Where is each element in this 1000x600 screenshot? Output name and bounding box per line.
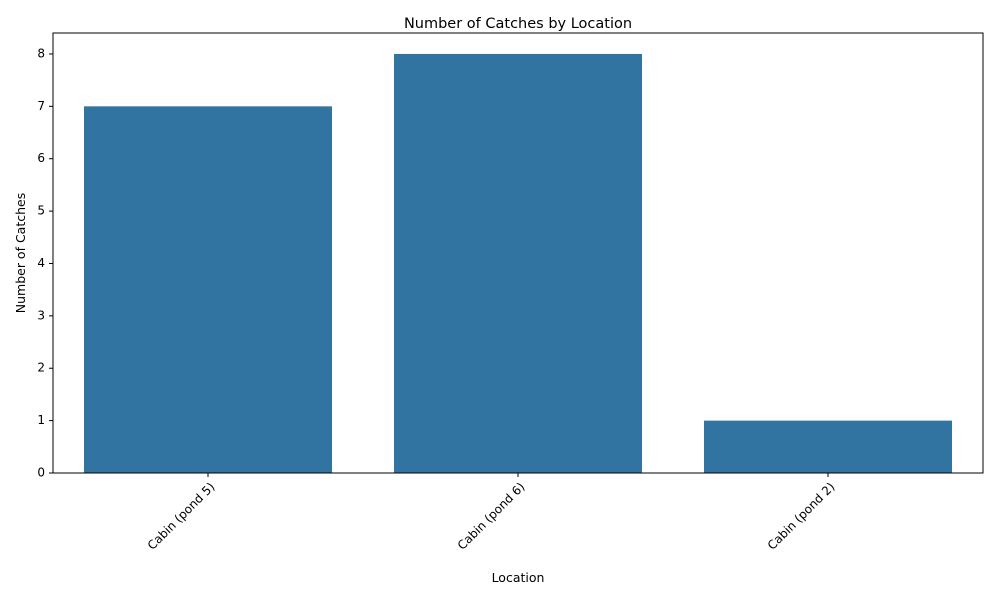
y-tick-label: 7 <box>37 99 45 113</box>
chart-title: Number of Catches by Location <box>404 16 632 32</box>
bars-group <box>84 53 952 473</box>
y-tick-label: 0 <box>37 466 45 480</box>
bar-0 <box>84 106 332 473</box>
plot-frame <box>52 32 984 474</box>
y-tick-label: 1 <box>37 413 45 427</box>
y-tick-label: 5 <box>37 204 45 218</box>
y-tick-label: 4 <box>37 256 45 270</box>
y-tick-label: 3 <box>37 308 45 322</box>
x-axis-ticks: Cabin (pond 5) Cabin (pond 6) Cabin (pond … <box>145 473 838 553</box>
y-tick-label: 8 <box>37 46 45 60</box>
y-tick-label: 2 <box>37 361 45 375</box>
x-tick-label: Cabin (pond 6) <box>455 480 528 553</box>
x-tick-label: Cabin (pond 5) <box>145 480 218 553</box>
y-axis-ticks: 0 1 2 3 4 5 6 7 8 <box>37 46 53 480</box>
y-tick-label: 6 <box>37 151 45 165</box>
bar-1 <box>394 53 642 473</box>
bar-2 <box>704 420 952 473</box>
x-axis-label: Location <box>492 570 545 585</box>
y-axis-label: Number of Catches <box>13 193 28 314</box>
x-tick-label: Cabin (pond 2) <box>765 480 838 553</box>
